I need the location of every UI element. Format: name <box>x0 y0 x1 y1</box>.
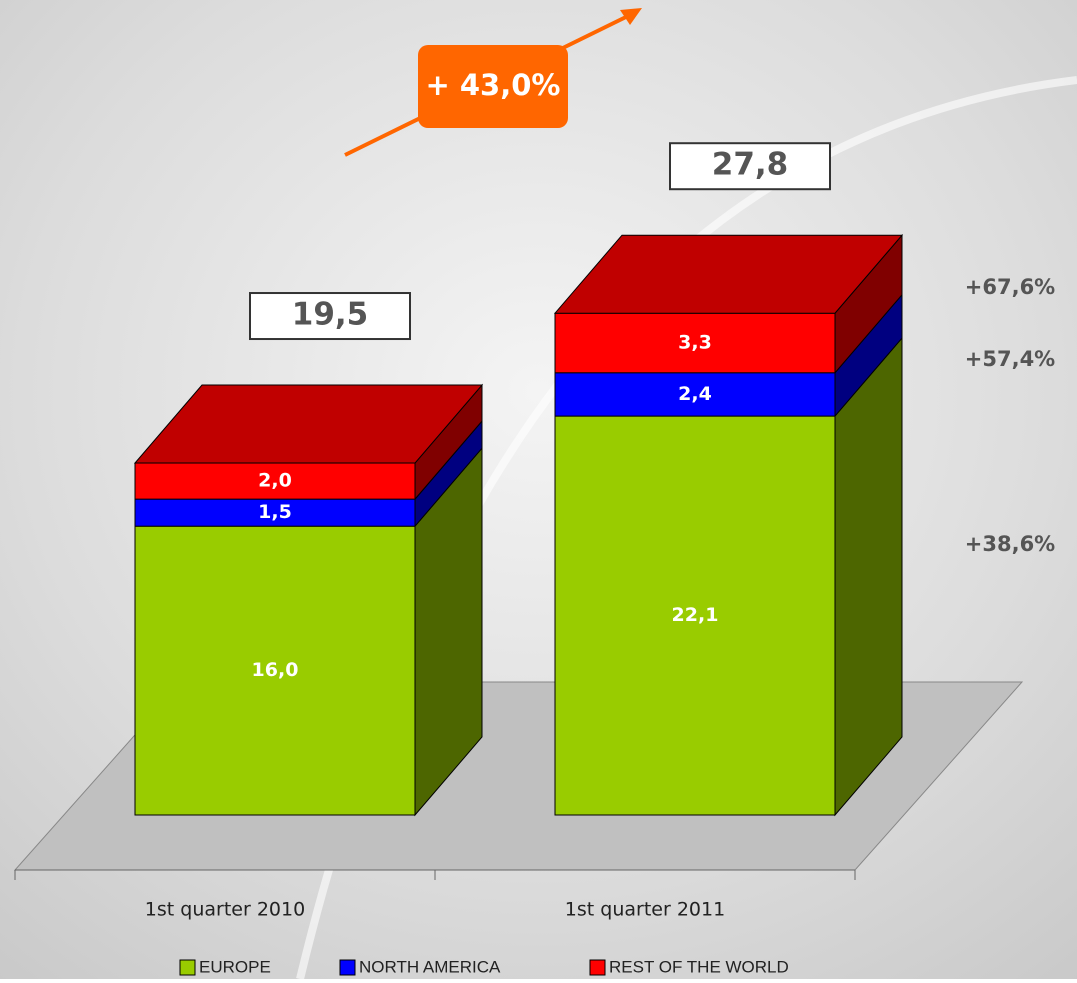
legend-swatch <box>339 959 356 976</box>
legend-label: REST OF THE WORLD <box>609 957 789 976</box>
value-label: 1,5 <box>258 501 292 523</box>
total-label: 27,8 <box>712 147 789 183</box>
change-label: +38,6% <box>965 532 1055 556</box>
total-box <box>669 142 831 191</box>
bar-side <box>834 336 903 817</box>
value-label: 16,0 <box>252 659 299 681</box>
total-label: 19,5 <box>292 297 369 333</box>
change-label: +67,6% <box>965 275 1055 299</box>
growth-label: + 43,0% <box>425 68 560 102</box>
legend-swatch <box>179 959 196 976</box>
value-label: 3,3 <box>678 331 712 353</box>
bar-top <box>553 234 904 314</box>
bar-segment <box>554 372 836 417</box>
legend-label: EUROPE <box>199 957 271 976</box>
arrow-head <box>620 8 642 25</box>
bar-top <box>133 384 484 464</box>
growth-box <box>418 45 568 128</box>
value-label: 22,1 <box>672 604 719 626</box>
bar-segment <box>554 312 836 374</box>
legend-swatch <box>589 959 606 976</box>
bar-segment <box>134 498 416 527</box>
legend-label: NORTH AMERICA <box>359 957 501 976</box>
total-box <box>249 292 411 341</box>
value-label: 2,0 <box>258 470 292 492</box>
change-label: +57,4% <box>965 347 1055 371</box>
value-label: 2,4 <box>678 383 712 405</box>
x-tick-label: 1st quarter 2011 <box>565 899 725 921</box>
bar-segment <box>134 525 416 816</box>
x-tick-label: 1st quarter 2010 <box>145 899 305 921</box>
